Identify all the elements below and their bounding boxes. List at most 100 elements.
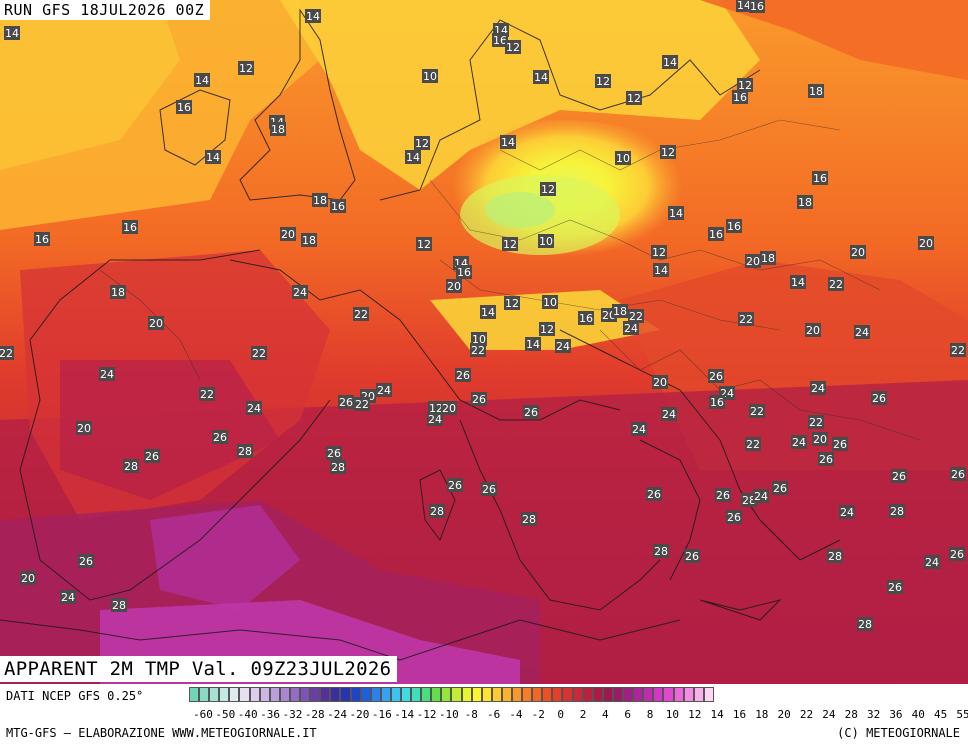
svg-text:22: 22 (354, 308, 368, 321)
svg-text:16: 16 (493, 34, 507, 47)
temperature-value-label: 22 (749, 404, 765, 418)
scale-swatch (320, 687, 331, 702)
scale-tick-label: 2 (579, 708, 587, 721)
scale-swatch (431, 687, 442, 702)
svg-text:14: 14 (663, 56, 677, 69)
svg-text:26: 26 (872, 392, 886, 405)
scale-swatch (330, 687, 341, 702)
temperature-value-label: 20 (76, 421, 92, 435)
svg-text:14: 14 (791, 276, 805, 289)
scale-swatch (532, 687, 543, 702)
svg-text:12: 12 (506, 41, 520, 54)
svg-text:24: 24 (840, 506, 854, 519)
scale-tick-label: 12 (688, 708, 702, 721)
svg-text:14: 14 (195, 74, 209, 87)
scale-swatch (693, 687, 704, 702)
temperature-value-label: 26 (887, 580, 903, 594)
svg-text:26: 26 (888, 581, 902, 594)
temperature-value-label: 24 (661, 407, 677, 421)
svg-text:20: 20 (653, 376, 667, 389)
svg-text:22: 22 (829, 278, 843, 291)
temperature-value-label: 22 (828, 277, 844, 291)
temperature-value-label: 22 (470, 343, 486, 357)
scale-tick-label: -50 (215, 708, 236, 721)
temperature-value-label: 20 (652, 375, 668, 389)
scale-swatch (300, 687, 311, 702)
svg-text:28: 28 (828, 550, 842, 563)
svg-text:22: 22 (629, 310, 643, 323)
svg-text:26: 26 (685, 550, 699, 563)
svg-text:16: 16 (579, 312, 593, 325)
temperature-value-label: 20 (812, 432, 828, 446)
temperature-value-label: 28 (889, 504, 905, 518)
temperature-value-label: 28 (330, 460, 346, 474)
temperature-value-label: 16 (709, 395, 725, 409)
scale-tick-label: -28 (304, 708, 325, 721)
scale-swatch (612, 687, 624, 702)
scale-tick-label: -10 (438, 708, 459, 721)
temperature-value-label: 14 (405, 150, 421, 164)
temperature-value-label: 10 (542, 295, 558, 309)
temperature-value-label: 22 (628, 309, 644, 323)
temperature-value-label: 20 (850, 245, 866, 259)
temperature-value-label: 20 (148, 316, 164, 330)
svg-text:14: 14 (406, 151, 420, 164)
temperature-value-label: 26 (871, 391, 887, 405)
temperature-value-label: 10 (471, 332, 487, 346)
temperature-value-label: 24 (623, 321, 639, 335)
temperature-value-label: 16 (708, 227, 724, 241)
temperature-value-label: 16 (122, 220, 138, 234)
svg-text:12: 12 (429, 402, 443, 415)
temperature-value-label: 14 (736, 0, 752, 12)
scale-swatch (199, 687, 210, 702)
svg-text:22: 22 (355, 398, 369, 411)
svg-text:16: 16 (331, 200, 345, 213)
svg-text:16: 16 (177, 101, 191, 114)
scale-tick-label: 14 (710, 708, 724, 721)
svg-text:20: 20 (813, 433, 827, 446)
scale-swatch (512, 687, 523, 702)
temperature-value-label: 24 (427, 412, 443, 426)
svg-text:22: 22 (252, 347, 266, 360)
temperature-value-label: 18 (312, 193, 328, 207)
scale-swatch (703, 687, 714, 702)
svg-text:22: 22 (951, 344, 965, 357)
temperature-value-label: 18 (110, 285, 126, 299)
scale-swatch (451, 687, 462, 702)
temperature-value-label: 18 (797, 195, 813, 209)
temperature-value-label: 16 (456, 265, 472, 279)
temperature-value-label: 22 (808, 415, 824, 429)
scale-tick-label: 16 (732, 708, 747, 721)
temperature-value-label: 26 (455, 368, 471, 382)
svg-text:20: 20 (77, 422, 91, 435)
svg-text:28: 28 (331, 461, 345, 474)
scale-swatch (582, 687, 593, 702)
svg-text:14: 14 (526, 338, 540, 351)
svg-text:28: 28 (858, 618, 872, 631)
temperature-value-label: 24 (99, 367, 115, 381)
run-label: RUN GFS 18JUL2026 00Z (0, 0, 211, 20)
temperature-value-label: 18 (301, 233, 317, 247)
temperature-labels: 1414141612141614121014121412161816141812… (0, 0, 966, 631)
svg-text:16: 16 (457, 266, 471, 279)
scale-tick-label: 24 (822, 708, 836, 721)
scale-swatch (542, 687, 553, 702)
temperature-value-label: 22 (950, 343, 966, 357)
temperature-value-label: 26 (338, 395, 354, 409)
temperature-value-label: 26 (949, 547, 965, 561)
svg-text:26: 26 (524, 406, 538, 419)
scale-tick-label: -60 (193, 708, 213, 721)
svg-text:26: 26 (709, 370, 723, 383)
scale-swatch (340, 687, 351, 702)
temperature-value-label: 16 (34, 232, 50, 246)
scale-tick-label: -12 (416, 708, 437, 721)
temperature-value-label: 14 (480, 305, 496, 319)
temperature-value-label: 16 (812, 171, 828, 185)
temperature-value-label: 12 (414, 136, 430, 150)
scale-swatch (683, 687, 694, 702)
svg-text:28: 28 (522, 513, 536, 526)
scale-tick-label: -40 (237, 708, 258, 721)
temperature-value-label: 26 (891, 469, 907, 483)
svg-text:18: 18 (809, 85, 823, 98)
temperature-value-label: 14 (790, 275, 806, 289)
